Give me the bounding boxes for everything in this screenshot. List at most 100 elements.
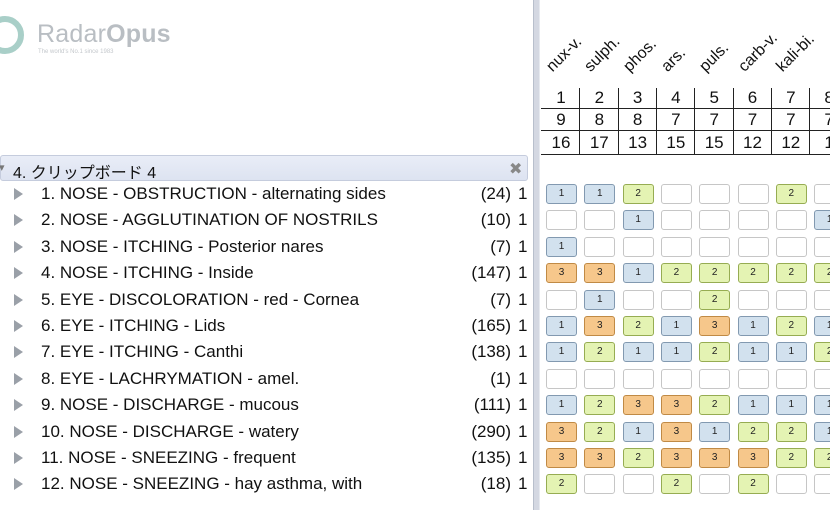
grade-cell[interactable]: 1 — [584, 184, 616, 204]
expand-arrow-icon[interactable] — [14, 399, 23, 412]
grade-cell[interactable] — [546, 210, 577, 231]
grade-cell[interactable]: 1 — [622, 263, 654, 284]
expand-arrow-icon[interactable] — [14, 478, 23, 491]
grade-cell[interactable]: 2 — [737, 263, 769, 284]
grade-cell[interactable] — [775, 210, 807, 231]
grade-cell[interactable]: 3 — [660, 421, 692, 442]
remedy-name[interactable]: kali-bi. — [773, 30, 818, 76]
rubric-row[interactable]: 4. NOSE - ITCHING - Inside (147) 1 — [0, 261, 533, 287]
expand-arrow-icon[interactable] — [14, 320, 23, 332]
grade-cell[interactable]: 1 — [814, 316, 830, 336]
grade-cell[interactable]: 1 — [622, 342, 654, 363]
clipboard-header[interactable]: ▾ 4. クリップボード 4 ✖ — [0, 155, 528, 182]
grade-cell[interactable]: 1 — [546, 395, 577, 416]
grade-cell[interactable]: 3 — [699, 448, 731, 468]
grade-cell[interactable] — [660, 236, 692, 257]
rubric-row[interactable]: 1. NOSE - OBSTRUCTION - alternating side… — [0, 182, 533, 208]
grade-cell[interactable]: 1 — [737, 395, 769, 416]
grade-cell[interactable]: 1 — [814, 421, 830, 442]
grade-cell[interactable]: 1 — [814, 395, 830, 416]
close-x-icon[interactable]: ✖ — [509, 161, 523, 178]
grade-cell[interactable] — [660, 289, 692, 310]
grade-cell[interactable]: 3 — [584, 316, 616, 336]
grade-cell[interactable] — [814, 236, 830, 257]
grade-cell[interactable]: 1 — [660, 342, 692, 363]
grade-cell[interactable]: 2 — [584, 342, 616, 363]
grade-cell[interactable] — [814, 368, 830, 389]
grade-cell[interactable] — [546, 368, 577, 389]
grade-cell[interactable]: 3 — [584, 448, 616, 468]
collapse-triangle-icon[interactable]: ▾ — [0, 162, 5, 174]
grade-cell[interactable] — [699, 236, 731, 257]
grade-cell[interactable] — [699, 368, 731, 389]
grade-cell[interactable]: 1 — [814, 210, 830, 231]
grade-cell[interactable]: 1 — [546, 236, 577, 257]
remedy-name[interactable]: carb-v. — [734, 29, 781, 76]
grade-cell[interactable]: 2 — [814, 263, 830, 284]
remedy-name[interactable]: sulph. — [581, 33, 624, 76]
remedy-name[interactable]: ars. — [658, 44, 690, 76]
grade-cell[interactable] — [699, 474, 731, 495]
expand-arrow-icon[interactable] — [14, 214, 23, 227]
grade-cell[interactable] — [814, 184, 830, 204]
rubric-row[interactable]: 3. NOSE - ITCHING - Posterior nares (7) 1 — [0, 235, 533, 261]
grade-cell[interactable] — [775, 474, 807, 495]
grade-cell[interactable]: 2 — [584, 395, 616, 416]
grade-cell[interactable]: 1 — [546, 184, 577, 204]
grade-cell[interactable] — [546, 289, 577, 310]
grade-cell[interactable]: 2 — [699, 263, 731, 284]
grade-cell[interactable] — [660, 210, 692, 231]
grade-cell[interactable]: 2 — [737, 474, 769, 495]
grade-cell[interactable]: 2 — [775, 421, 807, 442]
grade-cell[interactable]: 2 — [699, 395, 731, 416]
grade-cell[interactable]: 3 — [699, 316, 731, 336]
grade-cell[interactable]: 1 — [584, 289, 616, 310]
grade-cell[interactable]: 2 — [775, 316, 807, 336]
grade-cell[interactable]: 2 — [814, 342, 830, 363]
grade-cell[interactable]: 1 — [622, 210, 654, 231]
rubric-row[interactable]: 7. EYE - ITCHING - Canthi (138) 1 — [0, 340, 533, 366]
remedy-name[interactable]: nux-v. — [543, 33, 586, 76]
grade-cell[interactable] — [737, 236, 769, 257]
grade-cell[interactable]: 3 — [737, 448, 769, 468]
grade-cell[interactable]: 1 — [546, 342, 577, 363]
grade-cell[interactable] — [699, 184, 731, 204]
grade-cell[interactable] — [775, 368, 807, 389]
grade-cell[interactable]: 1 — [737, 342, 769, 363]
grade-cell[interactable] — [584, 210, 616, 231]
expand-arrow-icon[interactable] — [14, 346, 23, 359]
grade-cell[interactable]: 2 — [584, 421, 616, 442]
grade-cell[interactable] — [622, 368, 654, 389]
grade-cell[interactable]: 2 — [814, 448, 830, 468]
expand-arrow-icon[interactable] — [14, 372, 23, 385]
grade-cell[interactable] — [699, 210, 731, 231]
grade-cell[interactable]: 2 — [660, 474, 692, 495]
rubric-row[interactable]: 2. NOSE - AGGLUTINATION OF NOSTRILS (10) 1 — [0, 208, 533, 234]
grade-cell[interactable]: 1 — [699, 421, 731, 442]
grade-cell[interactable] — [622, 474, 654, 495]
grade-cell[interactable]: 1 — [660, 316, 692, 336]
grade-cell[interactable] — [737, 210, 769, 231]
grade-cell[interactable] — [584, 236, 616, 257]
grade-cell[interactable]: 1 — [622, 421, 654, 442]
grade-cell[interactable]: 2 — [775, 263, 807, 284]
grade-cell[interactable] — [584, 368, 616, 389]
grade-cell[interactable]: 1 — [775, 342, 807, 363]
expand-arrow-icon[interactable] — [14, 240, 23, 253]
grade-cell[interactable]: 3 — [660, 448, 692, 468]
expand-arrow-icon[interactable] — [14, 452, 23, 464]
grade-cell[interactable]: 3 — [546, 421, 577, 442]
grade-cell[interactable] — [814, 289, 830, 310]
grade-cell[interactable]: 2 — [622, 184, 654, 204]
grade-cell[interactable]: 3 — [660, 395, 692, 416]
grade-cell[interactable]: 3 — [584, 263, 616, 284]
rubric-row[interactable]: 5. EYE - DISCOLORATION - red - Cornea (7)… — [0, 288, 533, 314]
expand-arrow-icon[interactable] — [14, 267, 23, 280]
grade-cell[interactable]: 3 — [622, 395, 654, 416]
grade-cell[interactable]: 3 — [546, 448, 577, 468]
remedy-name[interactable]: phos. — [619, 35, 660, 76]
grade-cell[interactable] — [737, 368, 769, 389]
grade-cell[interactable] — [737, 289, 769, 310]
grade-cell[interactable]: 3 — [546, 263, 577, 284]
expand-arrow-icon[interactable] — [14, 293, 23, 306]
